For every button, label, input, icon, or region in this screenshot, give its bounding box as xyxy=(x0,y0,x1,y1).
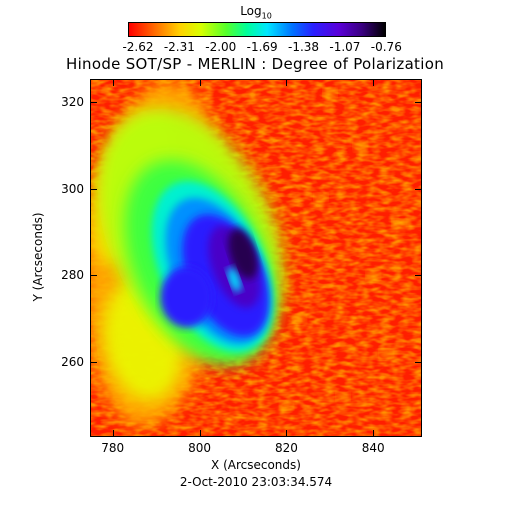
observation-timestamp: 2-Oct-2010 23:03:34.574 xyxy=(179,475,333,489)
y-tick-mark xyxy=(91,275,97,277)
y-tick-mark xyxy=(91,362,97,364)
x-tick-label: 780 xyxy=(101,441,125,455)
y-tick-mark xyxy=(415,275,421,277)
x-tick-mark xyxy=(199,80,201,86)
light-bridge xyxy=(227,267,241,293)
y-tick-mark xyxy=(415,188,421,190)
colorbar-tick-label: -0.76 xyxy=(370,40,402,54)
x-axis-label: X (Arcseconds) xyxy=(211,458,301,472)
y-tick-label: 300 xyxy=(61,181,84,196)
x-tick-mark xyxy=(112,80,114,86)
y-axis-label: Y (Arcseconds) xyxy=(31,212,45,302)
umbra-core xyxy=(228,228,258,279)
y-tick-mark xyxy=(415,362,421,364)
colorbar-tick-label: -2.00 xyxy=(205,40,237,54)
colorbar-title-sub: 10 xyxy=(261,11,272,21)
x-tick-label: 820 xyxy=(274,441,298,455)
colorbar-tick-label: -1.38 xyxy=(288,40,320,54)
colorbar-tick-label: -2.31 xyxy=(163,40,195,54)
y-tick-label: 260 xyxy=(61,355,84,370)
plot-area xyxy=(91,80,421,436)
bright-speckle xyxy=(379,349,393,358)
bright-speckle xyxy=(353,140,367,150)
x-tick-label: 800 xyxy=(188,441,211,455)
colorbar xyxy=(128,22,386,37)
bright-speckle xyxy=(279,401,293,410)
bright-speckle xyxy=(314,192,328,202)
y-tick-mark xyxy=(91,188,97,190)
colorbar-title-base: Log xyxy=(240,4,262,18)
bright-speckle xyxy=(323,88,337,98)
x-tick-mark xyxy=(286,80,288,86)
x-tick-mark xyxy=(112,430,114,436)
bright-speckle xyxy=(292,314,306,324)
x-tick-mark xyxy=(373,80,375,86)
polarization-map xyxy=(91,80,421,436)
y-tick-label: 320 xyxy=(61,94,84,109)
y-tick-label: 280 xyxy=(61,268,84,283)
x-tick-mark xyxy=(286,430,288,436)
x-tick-label: 840 xyxy=(361,441,385,455)
colorbar-tick-label: -2.62 xyxy=(122,40,154,54)
chart-title: Hinode SOT/SP - MERLIN : Degree of Polar… xyxy=(65,55,444,73)
colorbar-tick-label: -1.69 xyxy=(246,40,278,54)
x-tick-mark xyxy=(373,430,375,436)
y-tick-mark xyxy=(415,101,421,103)
x-tick-mark xyxy=(199,430,201,436)
colorbar-tick-label: -1.07 xyxy=(329,40,361,54)
penumbra-lobe xyxy=(160,266,213,328)
bright-speckle xyxy=(392,218,406,228)
y-tick-mark xyxy=(91,101,97,103)
bright-speckle xyxy=(366,271,380,280)
bright-speckle xyxy=(336,392,350,402)
colorbar-title: Log10 xyxy=(128,4,384,20)
heatmap-svg xyxy=(91,80,421,436)
